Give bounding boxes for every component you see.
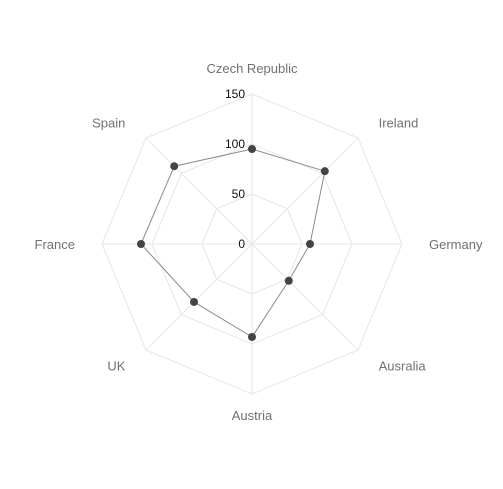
series-layer <box>137 145 329 341</box>
data-point <box>170 162 179 171</box>
data-point <box>320 167 329 176</box>
tick-label: 150 <box>225 87 245 101</box>
axis-spoke <box>251 137 359 245</box>
category-label: Czech Republic <box>206 61 298 76</box>
category-label: Austria <box>232 408 273 423</box>
axis-layer <box>102 94 402 394</box>
axis-spoke <box>251 243 359 351</box>
data-point <box>248 145 256 153</box>
data-point <box>137 240 145 248</box>
tick-label: 100 <box>225 137 245 151</box>
series-line <box>140 148 326 338</box>
category-label: Ireland <box>379 115 419 130</box>
tick-label: 50 <box>232 187 246 201</box>
data-point <box>190 297 199 306</box>
tick-label: 0 <box>238 237 245 251</box>
data-point <box>306 240 314 248</box>
category-label: UK <box>107 359 125 374</box>
category-label: Ausralia <box>379 359 427 374</box>
data-point <box>248 333 256 341</box>
axis-spoke <box>145 243 253 351</box>
data-point <box>284 276 293 285</box>
category-label: Spain <box>92 115 125 130</box>
label-layer: 0 50 100 150 Czech Republic Ireland Germany Aus… <box>35 61 483 423</box>
category-label: Germany <box>429 237 483 252</box>
axis-spoke <box>145 137 253 245</box>
category-label: France <box>35 237 75 252</box>
